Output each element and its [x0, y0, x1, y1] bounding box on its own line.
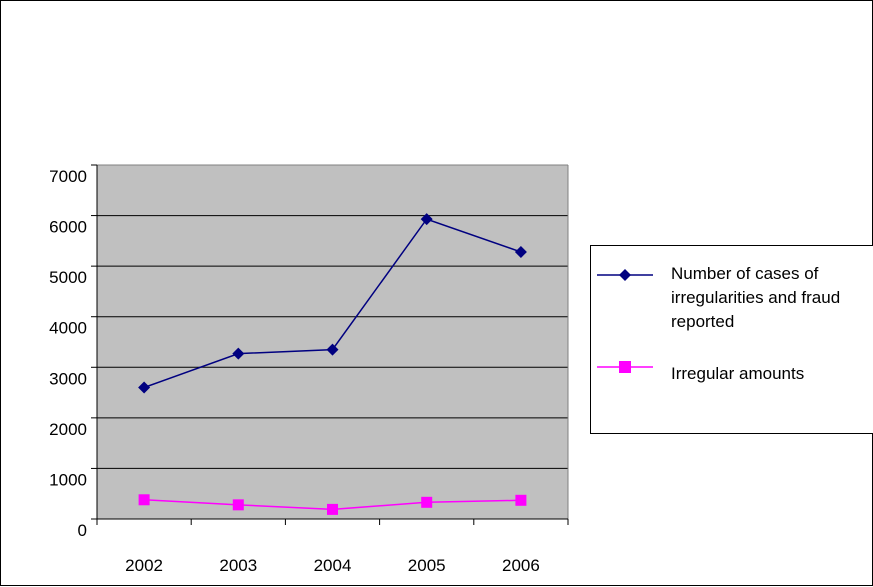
- data-point-square: [327, 504, 338, 515]
- x-tick-label: 2005: [408, 556, 446, 575]
- x-tick-label: 2002: [125, 556, 163, 575]
- data-point-square: [421, 497, 432, 508]
- y-tick-label: 1000: [49, 470, 87, 489]
- legend-label-cases: Number of cases of irregularities and fr…: [671, 262, 873, 334]
- plot-area: [97, 165, 568, 519]
- y-tick-label: 7000: [49, 167, 87, 186]
- legend-label-amounts: Irregular amounts: [671, 362, 873, 386]
- legend: Number of cases of irregularities and fr…: [590, 245, 873, 434]
- diamond-marker-icon: [597, 268, 653, 282]
- y-tick-label: 5000: [49, 268, 87, 287]
- data-point-square: [233, 499, 244, 510]
- x-tick-label: 2006: [502, 556, 540, 575]
- y-tick-label: 3000: [49, 369, 87, 388]
- y-tick-label: 4000: [49, 319, 87, 338]
- data-point-square: [515, 495, 526, 506]
- y-tick-label: 0: [78, 521, 87, 540]
- data-point-square: [139, 494, 150, 505]
- x-tick-label: 2004: [314, 556, 352, 575]
- y-tick-label: 6000: [49, 218, 87, 237]
- x-tick-label: 2003: [219, 556, 257, 575]
- y-tick-label: 2000: [49, 420, 87, 439]
- square-marker-icon: [597, 360, 653, 374]
